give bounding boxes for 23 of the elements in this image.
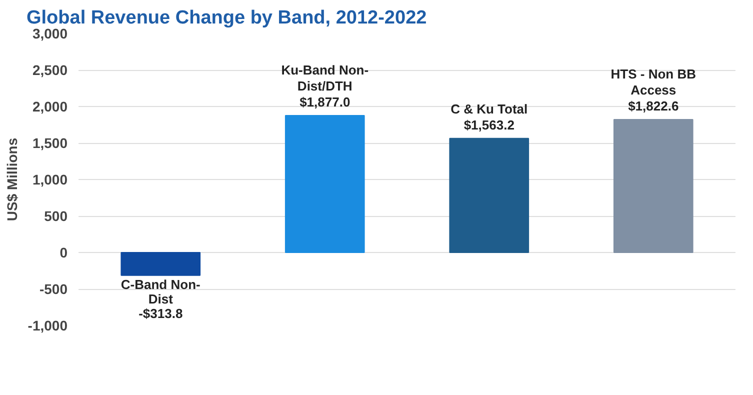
- y-tick-label: -1,000: [28, 318, 68, 334]
- y-tick-label: 1,500: [32, 135, 68, 151]
- data-label: $1,822.6: [628, 98, 679, 114]
- bar: [284, 114, 365, 253]
- x-tick-label: C-Band Non-Dist: [120, 277, 200, 306]
- y-tick-label: 3,000: [32, 26, 68, 42]
- y-tick-label: 0: [60, 244, 68, 260]
- chart-title: Global Revenue Change by Band, 2012-2022: [26, 8, 427, 28]
- y-tick-label: 2,000: [32, 98, 68, 114]
- x-tick-label: Ku-Band Non-Dist/DTH: [281, 62, 369, 94]
- data-label: $1,563.2: [464, 118, 514, 133]
- bar: [449, 138, 530, 253]
- bar: [613, 118, 694, 253]
- x-tick-label: C & Ku Total: [450, 101, 528, 116]
- y-axis-title: US$ Millions: [4, 138, 20, 222]
- y-tick-label: 1,000: [32, 172, 68, 188]
- x-tick-label: HTS - Non BB Access: [610, 66, 696, 98]
- data-label: -$313.8: [138, 306, 183, 321]
- y-tick-label: 2,500: [32, 62, 68, 78]
- data-label: $1,877.0: [300, 94, 350, 110]
- bar: [120, 252, 201, 276]
- y-tick-label: 500: [44, 208, 68, 224]
- y-tick-label: -500: [39, 281, 68, 297]
